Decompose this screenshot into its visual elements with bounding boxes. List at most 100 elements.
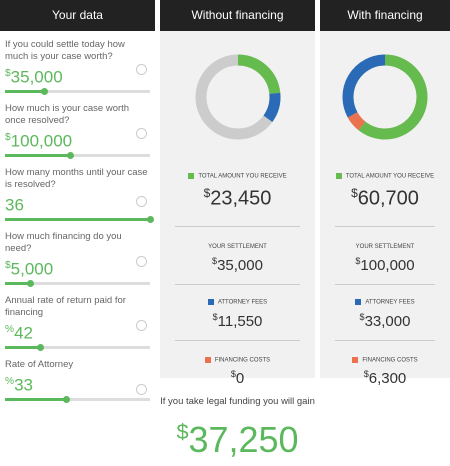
item-amount: $23,450 <box>160 186 315 211</box>
slider-fill <box>5 397 66 401</box>
input-field: How much financing do you need? $5,000 <box>0 223 155 287</box>
amount: 37,250 <box>188 419 299 460</box>
amount: 11,550 <box>217 312 263 330</box>
legend-swatch <box>204 356 211 363</box>
donut-segment <box>342 54 386 118</box>
field-label: Rate of Attorney <box>5 359 74 370</box>
field-value: $100,000 <box>5 128 150 152</box>
slider-fill <box>5 345 40 349</box>
amount: 0 <box>235 370 245 388</box>
result-item: FINANCING COSTS $0 <box>160 341 315 387</box>
legend-swatch <box>355 299 362 306</box>
donut <box>195 54 280 140</box>
item-amount: $6,300 <box>320 369 450 387</box>
slider-knob <box>67 151 75 159</box>
prefix: % <box>5 376 15 387</box>
legend-swatch <box>352 356 359 363</box>
currency: $ <box>176 419 189 444</box>
item-amount: $11,550 <box>160 312 315 330</box>
currency: $ <box>230 369 236 380</box>
item-label: FINANCING COSTS <box>160 356 315 364</box>
separator <box>175 284 300 286</box>
gain: If you take legal funding you will gain … <box>160 396 315 461</box>
currency: $ <box>363 369 369 380</box>
separator <box>335 226 435 228</box>
currency: $ <box>212 311 218 322</box>
legend-swatch <box>207 299 214 306</box>
amount: 60,700 <box>357 187 419 210</box>
field-value: $35,000 <box>5 64 150 88</box>
label: ATTORNEY FEES <box>365 299 415 306</box>
item-amount: $0 <box>160 369 315 387</box>
header: Your data <box>0 0 155 31</box>
field-label: Annual rate of return paid for financing <box>5 295 126 318</box>
separator <box>335 284 435 286</box>
currency: $ <box>359 311 365 322</box>
label: FINANCING COSTS <box>214 357 271 364</box>
slider-fill <box>5 217 150 221</box>
field-value: $5,000 <box>5 256 150 280</box>
item-amount: $35,000 <box>160 256 315 274</box>
item-label: FINANCING COSTS <box>320 356 450 364</box>
label: TOTAL AMOUNT YOU RECEIVE <box>345 173 435 180</box>
result-item: ATTORNEY FEES $33,000 <box>320 285 450 340</box>
value: 36 <box>5 195 24 215</box>
donut <box>342 54 428 140</box>
input-field: How many months until your case is resol… <box>0 159 155 223</box>
prefix: % <box>5 324 15 335</box>
header: Without financing <box>160 0 315 31</box>
field-value: %33 <box>5 372 150 396</box>
item-label: ATTORNEY FEES <box>160 299 315 306</box>
item-amount: $100,000 <box>320 256 450 274</box>
label: YOUR SETTLEMENT <box>208 244 267 251</box>
slider-knob <box>36 343 44 351</box>
amount: 23,450 <box>210 187 272 210</box>
result-item: FINANCING COSTS $6,300 <box>320 341 450 387</box>
result-item: TOTAL AMOUNT YOU RECEIVE $23,450 <box>160 147 315 226</box>
slider-knob <box>26 279 34 287</box>
slider-knob <box>41 87 49 95</box>
icon <box>136 128 147 139</box>
slider-fill <box>5 153 71 157</box>
label: TOTAL AMOUNT YOU RECEIVE <box>198 173 287 180</box>
slider-knob <box>147 215 154 223</box>
slider <box>5 279 150 287</box>
prefix: $ <box>5 68 11 79</box>
donut-segment <box>347 111 366 131</box>
separator <box>175 339 300 341</box>
currency: $ <box>355 256 361 267</box>
donut-segment <box>358 54 428 140</box>
label: YOUR SETTLEMENT <box>355 244 415 251</box>
result-item: TOTAL AMOUNT YOU RECEIVE $60,700 <box>320 147 450 226</box>
icon <box>136 384 147 395</box>
label: FINANCING COSTS <box>362 357 418 364</box>
icon <box>136 196 147 207</box>
icon <box>136 256 147 267</box>
input-field: Rate of Attorney %33 <box>0 351 155 415</box>
prefix: $ <box>5 132 11 143</box>
slider <box>5 151 150 159</box>
icon <box>136 64 147 75</box>
separator <box>175 226 300 228</box>
item-label: ATTORNEY FEES <box>320 299 450 306</box>
amount: 6,300 <box>368 370 407 388</box>
separator <box>335 339 435 341</box>
field-value: %42 <box>5 320 150 344</box>
donut-segment <box>237 54 280 95</box>
field-label: How much is your case worth once resolve… <box>5 103 130 126</box>
gain-text: If you take legal funding you will gain <box>160 396 315 407</box>
legend-swatch <box>188 173 195 179</box>
slider <box>5 395 150 403</box>
field-value: 36 <box>5 192 150 216</box>
slider <box>5 87 150 95</box>
label: ATTORNEY FEES <box>217 299 268 306</box>
item-amount: $33,000 <box>320 312 450 330</box>
amount: 100,000 <box>360 257 415 275</box>
currency: $ <box>203 185 211 200</box>
icon <box>136 320 147 331</box>
donut-segment <box>262 92 280 122</box>
result-item: YOUR SETTLEMENT $35,000 <box>160 227 315 284</box>
field-label: How much financing do you need? <box>5 231 122 254</box>
value: 42 <box>14 323 33 343</box>
